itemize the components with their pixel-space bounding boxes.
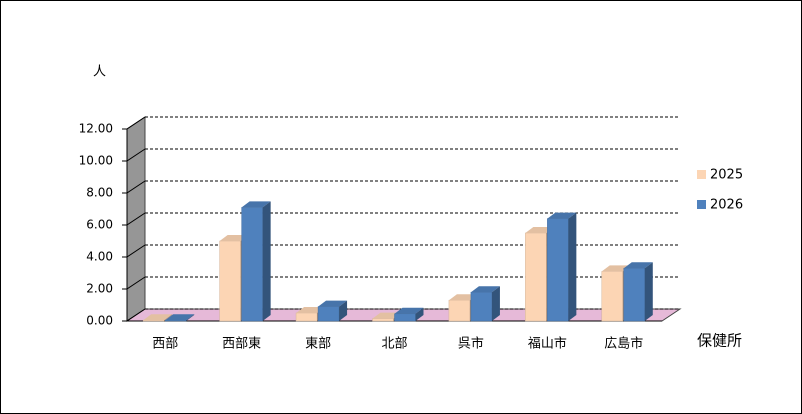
bar-top — [241, 201, 271, 208]
y-tick-label: 6.00 — [86, 218, 113, 232]
bar — [448, 299, 471, 322]
bar-side — [262, 201, 271, 321]
y-tick-label: 8.00 — [86, 186, 113, 200]
x-tick-label: 呉市 — [458, 336, 484, 352]
bar — [219, 240, 241, 322]
bar-top — [318, 300, 348, 307]
bar — [623, 267, 646, 322]
bar-top — [165, 314, 195, 321]
bar-top — [470, 286, 500, 293]
legend-swatch — [697, 170, 706, 179]
bar-side — [186, 314, 195, 321]
legend-swatch — [697, 200, 706, 209]
x-tick-label: 東部 — [305, 336, 331, 352]
grid-diag — [126, 212, 146, 226]
grid-diag — [126, 244, 146, 258]
bar-side — [339, 300, 348, 321]
bar — [164, 319, 187, 322]
bar — [601, 271, 624, 322]
grid-diag — [126, 180, 146, 194]
y-tick-label: 2.00 — [86, 282, 113, 296]
bar-side — [415, 307, 424, 321]
bar-top — [394, 307, 424, 314]
bar — [142, 319, 165, 322]
bar — [317, 306, 340, 322]
bar — [295, 312, 318, 322]
x-tick-label: 西部 — [152, 337, 178, 352]
x-tick-label: 福山市 — [528, 336, 567, 352]
bar — [241, 207, 263, 322]
bar-top — [623, 262, 653, 269]
bar-side — [491, 286, 500, 321]
bar-top — [143, 314, 173, 321]
legend-label: 2026 — [710, 198, 743, 213]
x-tick-label: 西部東 — [222, 336, 261, 352]
bar — [394, 313, 416, 322]
bar — [525, 232, 547, 322]
bar-side — [164, 314, 173, 321]
y-tick-label: 10.00 — [79, 154, 113, 168]
bar-top — [547, 212, 577, 219]
grid-diag — [126, 116, 146, 130]
grid-diag — [126, 308, 146, 322]
x-tick-label: 広島市 — [604, 336, 643, 352]
y-tick-label: 0.00 — [86, 314, 113, 328]
bar-side — [568, 212, 577, 321]
x-axis-title: 保健所 — [697, 332, 742, 350]
grid-diag — [126, 276, 146, 290]
x-tick-label: 北部 — [381, 337, 407, 352]
y-tick-label: 12.00 — [79, 122, 113, 136]
legend-label: 2025 — [710, 168, 743, 183]
bar-side — [644, 262, 653, 321]
bar — [470, 291, 493, 322]
y-tick-label: 4.00 — [86, 250, 113, 264]
grid-diag — [126, 148, 146, 162]
y-axis-title: 人 — [93, 65, 106, 80]
bar — [547, 218, 569, 322]
bar — [372, 318, 394, 322]
